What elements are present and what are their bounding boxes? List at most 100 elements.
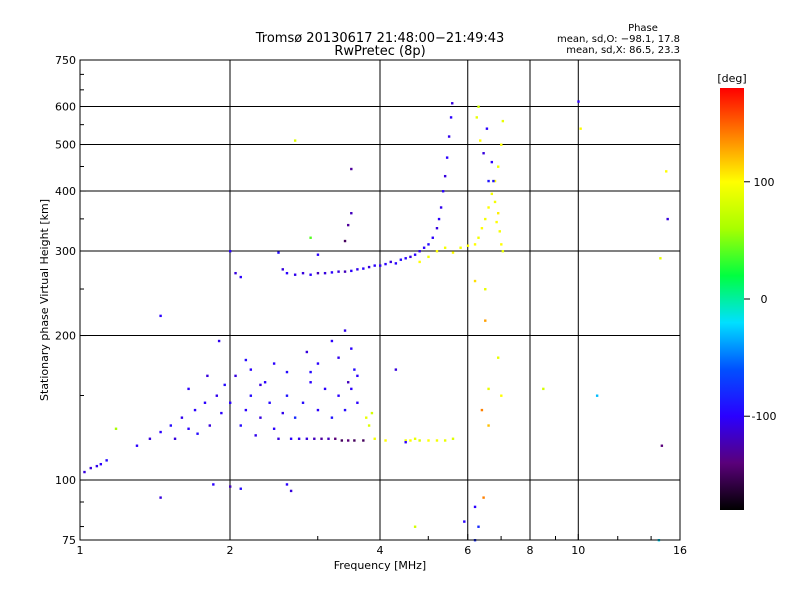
data-point [289,489,293,493]
data-point [399,258,403,261]
data-point [244,358,248,362]
data-point [665,170,668,173]
data-points [83,100,669,542]
data-point [268,401,271,404]
data-point [346,381,350,384]
data-point [180,416,184,419]
data-point [484,217,487,221]
y-tick-label: 75 [62,534,76,547]
data-point [353,439,356,442]
data-point [473,279,477,283]
x-tick-label: 16 [673,544,687,557]
data-point [99,462,103,466]
data-point [215,394,219,397]
data-point [259,416,262,419]
stats-line-x: mean, sd,X: 86.5, 23.3 [566,45,680,56]
data-point [367,265,371,269]
data-point [577,100,580,103]
data-point [272,362,276,365]
data-point [496,356,500,359]
data-point [413,253,417,256]
data-point [234,374,237,378]
data-point [193,408,197,412]
data-point [169,424,173,427]
colorbar-ticks: 100 0 -100 [744,176,776,423]
data-point [490,192,494,196]
data-point [443,246,447,249]
data-point [475,116,478,119]
data-point [356,374,359,378]
data-point [316,408,320,412]
data-point [229,250,232,253]
data-point [418,250,421,253]
y-tick-label: 100 [55,474,76,487]
grid-lines [80,60,680,540]
data-point [223,383,226,387]
data-point [496,212,500,215]
data-point [206,374,209,378]
data-point [356,268,359,271]
data-point [203,401,207,404]
data-point [451,102,454,105]
data-point [367,424,371,427]
data-point [272,427,276,430]
data-point [427,255,430,259]
data-point [350,387,353,391]
data-point [323,387,327,391]
data-point [595,394,599,397]
y-tick-label: 300 [55,245,76,258]
data-point [309,370,312,374]
data-point [498,230,501,233]
data-point [343,329,347,332]
data-point [350,269,353,273]
stats-line-o: mean, sd,O: −98.1, 17.8 [557,34,680,45]
data-point [293,273,297,276]
data-point [439,206,443,209]
data-point [437,217,441,221]
data-point [384,262,387,266]
data-point [447,135,451,138]
data-point [485,127,489,130]
data-point [217,339,221,343]
data-point [350,347,353,350]
data-point [449,116,453,119]
data-point [285,370,289,374]
data-point [305,350,309,354]
colorbar [720,88,744,510]
data-point [666,217,669,221]
data-point [441,190,445,193]
data-point [229,401,232,404]
data-point [340,439,344,442]
x-tick-label: 1 [77,544,84,557]
data-point [443,174,447,178]
colorbar-label: [deg] [717,72,746,85]
data-point [477,525,480,528]
data-point [263,381,267,384]
data-point [501,250,505,253]
data-point [309,381,312,384]
data-point [343,408,347,412]
data-point [187,387,190,391]
data-point [159,496,162,499]
data-point [431,236,434,239]
data-point [422,246,426,249]
data-point [350,167,353,171]
data-point [285,271,289,275]
data-point [480,227,484,230]
colorbar-tick-label: 100 [754,176,775,189]
data-point [413,525,417,528]
data-point [487,179,490,183]
data-point [394,368,398,371]
y-tick-label: 600 [55,101,76,114]
data-point [330,416,334,419]
data-point [313,437,316,440]
data-point [285,394,289,397]
data-point [196,432,199,435]
colorbar-tick-label: -100 [752,410,777,423]
data-point [159,430,162,434]
data-point [487,206,490,209]
data-point [249,368,253,371]
data-point [135,444,139,447]
data-point [239,487,242,490]
